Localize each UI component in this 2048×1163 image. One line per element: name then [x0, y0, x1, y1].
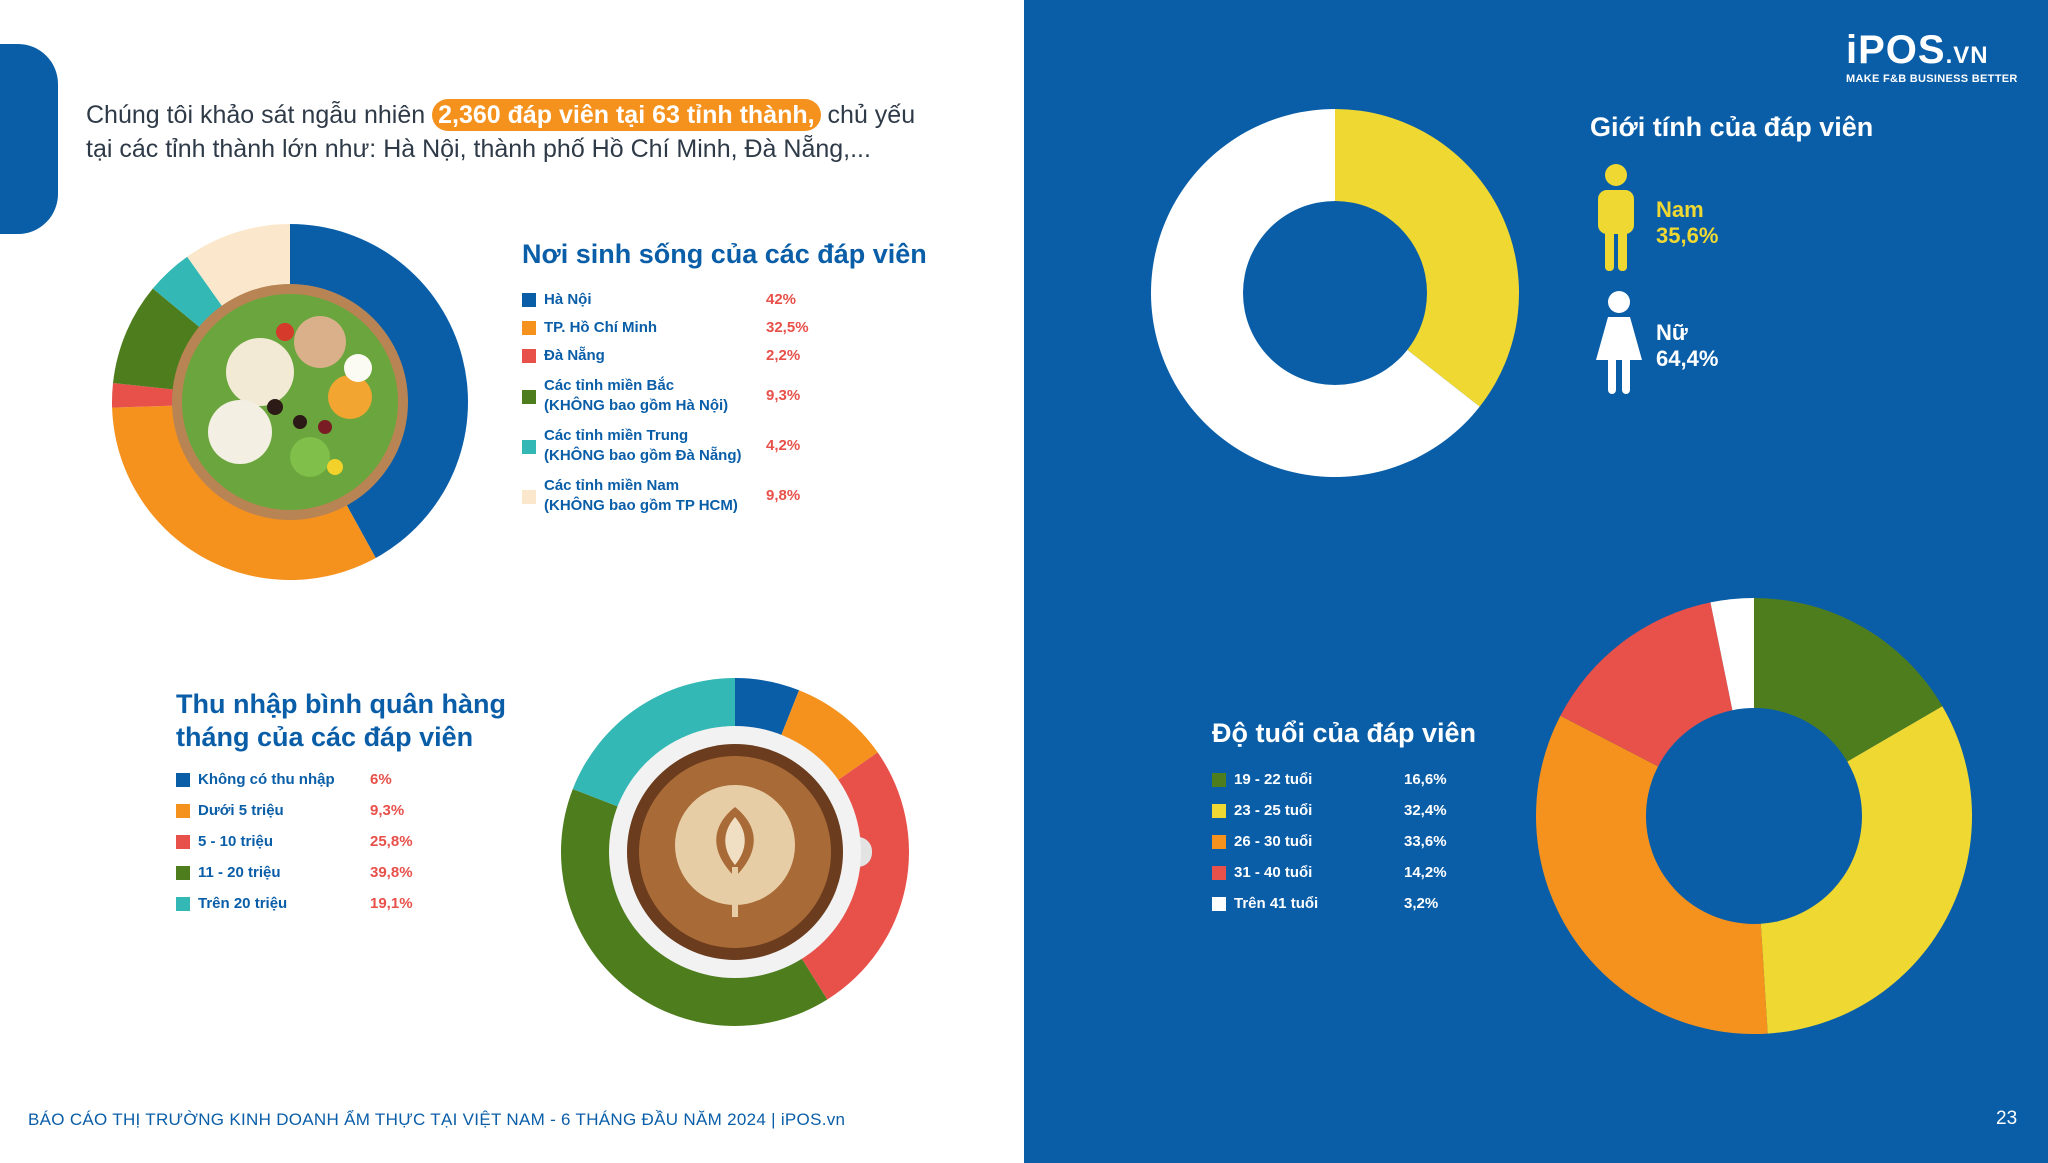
female-value: 64,4% — [1656, 346, 1719, 371]
legend-item: Dưới 5 triệu 9,3% — [176, 801, 476, 835]
legend-item: 31 - 40 tuổi 14,2% — [1212, 863, 1512, 897]
age-legend: 19 - 22 tuổi 16,6% 23 - 25 tuổi 32,4% 26 - 3… — [1212, 770, 1512, 930]
legend-label: Các tỉnh miền Trung (KHÔNG bao gồm Đà Nẵ… — [544, 427, 742, 464]
male-figure-icon — [1598, 164, 1634, 271]
legend-swatch — [522, 490, 536, 504]
female-name: Nữ — [1656, 320, 1688, 345]
legend-value: 2,2% — [766, 347, 801, 364]
legend-item: Hà Nội 42% — [522, 290, 842, 324]
legend-label: Dưới 5 triệu — [198, 802, 284, 819]
footer-text: BÁO CÁO THỊ TRƯỜNG KINH DOANH ẨM THỰC TẠ… — [28, 1110, 846, 1129]
legend-label: 5 - 10 triệu — [198, 833, 274, 850]
income-title: Thu nhập bình quân hàng tháng của các đá… — [176, 689, 506, 752]
legend-label: 11 - 20 triệu — [198, 864, 281, 881]
legend-item: 26 - 30 tuổi 33,6% — [1212, 832, 1512, 866]
age-donut-chart — [1536, 598, 1972, 1034]
gender-title: Giới tính của đáp viên — [1590, 112, 1874, 142]
legend-item: Đà Nẵng 2,2% — [522, 346, 842, 380]
decorative-tab — [0, 44, 58, 234]
legend-label: Hà Nội — [544, 291, 592, 308]
legend-item: Không có thu nhập 6% — [176, 770, 476, 804]
ipos-logo: iPOS.VN MAKE F&B BUSINESS BETTER — [1846, 28, 2018, 85]
legend-value: 42% — [766, 291, 797, 308]
legend-swatch — [1212, 835, 1226, 849]
donut-hole — [1243, 201, 1427, 385]
intro-text: Chúng tôi khảo sát ngẫu nhiên 2,360 đáp … — [86, 98, 916, 166]
legend-item: Các tỉnh miền Nam (KHÔNG bao gồm TP HCM)… — [522, 476, 842, 514]
legend-value: 39,8% — [370, 864, 413, 881]
legend-value: 33,6% — [1404, 833, 1447, 850]
legend-swatch — [522, 440, 536, 454]
male-name: Nam — [1656, 197, 1704, 222]
intro-after: chủ yếu tại các tỉnh thành lớn như: Hà N… — [86, 101, 916, 163]
legend-value: 9,3% — [766, 387, 801, 404]
donut-hole — [1646, 708, 1862, 924]
legend-swatch — [176, 897, 190, 911]
legend-label: 26 - 30 tuổi — [1234, 833, 1313, 850]
residence-donut-chart — [112, 224, 469, 580]
coffee-cup-illustration — [609, 726, 872, 978]
legend-value: 19,1% — [370, 895, 413, 912]
legend-item: 23 - 25 tuổi 32,4% — [1212, 801, 1512, 835]
intro-before: Chúng tôi khảo sát ngẫu nhiên — [86, 101, 433, 129]
legend-value: 9,3% — [370, 802, 405, 819]
legend-label: 19 - 22 tuổi — [1234, 771, 1313, 788]
female-label: Nữ 64,4% — [1656, 320, 1718, 372]
legend-item: 5 - 10 triệu 25,8% — [176, 832, 476, 866]
legend-item: Các tỉnh miền Trung (KHÔNG bao gồm Đà Nẵ… — [522, 426, 842, 464]
legend-label: Các tỉnh miền Bắc (KHÔNG bao gồm Hà Nội) — [544, 377, 729, 414]
income-donut-chart — [561, 678, 909, 1026]
legend-value: 3,2% — [1404, 895, 1439, 912]
legend-label: 31 - 40 tuổi — [1234, 864, 1313, 881]
intro-highlight: 2,360 đáp viên tại 63 tỉnh thành, — [432, 99, 821, 131]
legend-item: 19 - 22 tuổi 16,6% — [1212, 770, 1512, 804]
logo-brand: iPOS — [1846, 28, 1946, 72]
legend-value: 9,8% — [766, 487, 801, 504]
residence-title: Nơi sinh sống của các đáp viên — [522, 239, 927, 269]
legend-swatch — [522, 321, 536, 335]
legend-item: TP. Hồ Chí Minh 32,5% — [522, 318, 842, 352]
male-label: Nam 35,6% — [1656, 197, 1718, 249]
legend-swatch — [1212, 804, 1226, 818]
legend-swatch — [522, 349, 536, 363]
legend-swatch — [1212, 866, 1226, 880]
legend-label: Trên 41 tuổi — [1234, 895, 1319, 912]
legend-value: 14,2% — [1404, 864, 1447, 881]
logo-suffix: .VN — [1945, 42, 1989, 69]
page-number: 23 — [1996, 1108, 2018, 1129]
income-legend: Không có thu nhập 6% Dưới 5 triệu 9,3% 5 - 1… — [176, 770, 476, 930]
legend-item: Trên 41 tuổi 3,2% — [1212, 894, 1512, 928]
legend-label: Các tỉnh miền Nam (KHÔNG bao gồm TP HCM) — [544, 477, 738, 514]
legend-swatch — [1212, 897, 1226, 911]
male-value: 35,6% — [1656, 223, 1719, 248]
legend-label: Đà Nẵng — [544, 347, 605, 364]
legend-value: 16,6% — [1404, 771, 1447, 788]
residence-legend: Hà Nội 42% TP. Hồ Chí Minh 32,5% Đà Nẵng 2,2%… — [522, 290, 842, 520]
legend-swatch — [522, 293, 536, 307]
legend-label: Không có thu nhập — [198, 771, 335, 788]
legend-value: 6% — [370, 771, 392, 788]
pie-slice — [1335, 109, 1519, 407]
legend-label: Trên 20 triệu — [198, 895, 288, 912]
legend-value: 32,5% — [766, 319, 809, 336]
legend-swatch — [176, 866, 190, 880]
legend-value: 25,8% — [370, 833, 413, 850]
legend-swatch — [176, 773, 190, 787]
legend-swatch — [1212, 773, 1226, 787]
legend-item: Trên 20 triệu 19,1% — [176, 894, 476, 928]
gender-donut-chart — [1151, 109, 1519, 477]
legend-value: 32,4% — [1404, 802, 1447, 819]
age-title: Độ tuổi của đáp viên — [1212, 718, 1477, 748]
logo-tagline: MAKE F&B BUSINESS BETTER — [1846, 73, 2018, 85]
legend-swatch — [176, 804, 190, 818]
legend-label: 23 - 25 tuổi — [1234, 802, 1313, 819]
legend-item: 11 - 20 triệu 39,8% — [176, 863, 476, 897]
female-figure-icon — [1596, 291, 1642, 394]
legend-item: Các tỉnh miền Bắc (KHÔNG bao gồm Hà Nội)… — [522, 376, 842, 414]
legend-swatch — [176, 835, 190, 849]
legend-value: 4,2% — [766, 437, 801, 454]
salad-bowl-illustration — [172, 284, 408, 520]
legend-label: TP. Hồ Chí Minh — [544, 319, 658, 336]
legend-swatch — [522, 390, 536, 404]
